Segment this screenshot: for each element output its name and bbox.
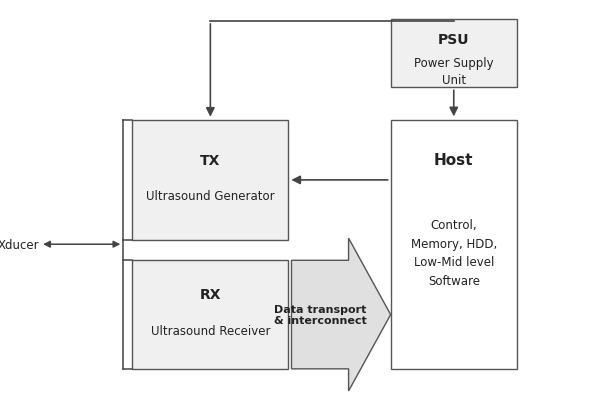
Text: Ultrasound Generator: Ultrasound Generator [146,190,275,203]
Text: Control,
Memory, HDD,
Low-Mid level
Software: Control, Memory, HDD, Low-Mid level Soft… [410,219,497,287]
Text: Ultrasound Receiver: Ultrasound Receiver [151,324,270,337]
Bar [391,120,517,369]
Text: Xducer: Xducer [0,238,39,251]
Polygon shape [291,239,391,391]
Bar [391,20,517,88]
Bar [132,120,288,241]
Text: RX: RX [200,288,221,302]
Text: Data transport
& interconnect: Data transport & interconnect [273,304,367,326]
Text: Host: Host [434,153,474,168]
Text: Power Supply
Unit: Power Supply Unit [414,57,493,87]
Bar [132,261,288,369]
Text: PSU: PSU [438,33,469,47]
Text: TX: TX [200,154,221,167]
